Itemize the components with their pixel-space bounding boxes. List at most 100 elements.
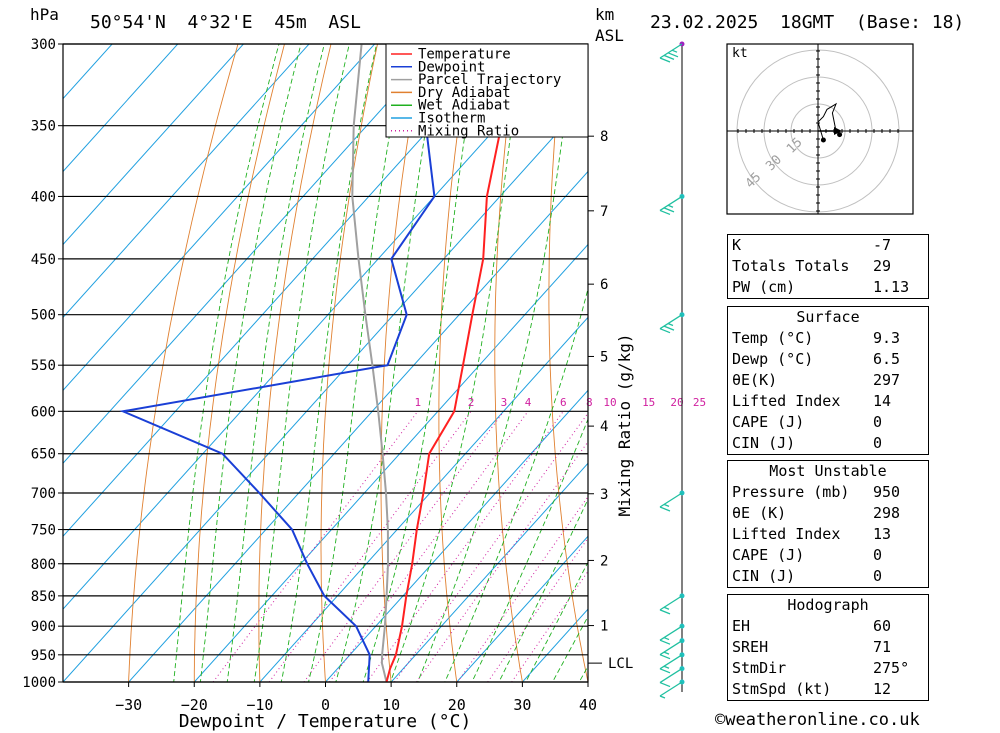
plot-frame (62, 43, 589, 683)
pressure-tick-label: 1000 (22, 675, 56, 691)
wet-adiabat-line (362, 44, 480, 682)
surface-temp-label: Temp (°C) (732, 329, 814, 347)
mixing-ratio-line (415, 440, 588, 682)
surface-li-label: Lifted Index (732, 392, 841, 410)
x-tick-label: 20 (448, 696, 466, 714)
isotherm-line (390, 462, 588, 682)
pressure-tick-label: 300 (31, 37, 56, 53)
temperature-line (385, 44, 534, 682)
legend-label: Isotherm (418, 111, 485, 127)
pressure-tick-label: 700 (31, 486, 56, 502)
pressure-tick-label: 600 (31, 404, 56, 420)
x-tick-label: 10 (382, 696, 400, 714)
location-label: 50°54'N 4°32'E 45m ASL (90, 12, 361, 33)
x-tick-label: −30 (115, 696, 142, 714)
dry-adiabat-line (128, 44, 239, 682)
surface-cin-value: 0 (873, 434, 883, 452)
km-tick-label: 1 (600, 619, 608, 635)
wind-barb (659, 492, 683, 512)
pw-value: 1.13 (873, 278, 910, 296)
mu-cape-label: CAPE (J) (732, 546, 805, 564)
legend-label: Temperature (418, 47, 511, 63)
legend-label: Wet Adiabat (418, 98, 511, 114)
mixing-ratio-axis-title: Mixing Ratio (g/kg) (615, 333, 634, 516)
wind-barb (659, 681, 683, 699)
mu-li-label: Lifted Index (732, 525, 841, 543)
most-unstable-table: Most Unstable Pressure (mb) 950 θE (K) 298… (727, 460, 929, 588)
wet-adiabat-line (471, 418, 588, 682)
mixing-ratio-line (329, 411, 529, 682)
wind-barb (659, 640, 683, 660)
mixing-ratio-label: 3 (501, 396, 508, 409)
isotherm-line (63, 44, 310, 319)
legend-label: Dry Adiabat (418, 85, 511, 101)
mixing-ratio-line (303, 411, 505, 682)
pressure-tick-label: 850 (31, 589, 56, 605)
dry-adiabat-line (320, 44, 378, 682)
km-unit-label: km (595, 5, 614, 24)
mixing-ratio-label: 25 (693, 396, 706, 409)
dewpoint-line (119, 44, 461, 682)
isotherm-line (63, 44, 245, 246)
surface-cape-label: CAPE (J) (732, 413, 805, 431)
wind-barb (659, 195, 683, 216)
pressure-tick-label: 500 (31, 308, 56, 324)
surface-table: Surface Temp (°C) 9.3 Dewp (°C) 6.5 θE(K) 2… (727, 306, 929, 455)
wind-barb (659, 43, 683, 63)
copyright-link[interactable]: ©weatheronline.co.uk (715, 710, 920, 730)
legend-label: Dewpoint (418, 59, 485, 75)
mu-theta-value: 298 (873, 504, 901, 522)
isotherm-line (63, 44, 441, 465)
pressure-tick-label: 800 (31, 557, 56, 573)
wet-adiabat-line (444, 287, 588, 682)
mu-li-value: 13 (873, 525, 892, 543)
dry-adiabat-line (193, 44, 285, 682)
wet-adiabat-line (390, 44, 524, 682)
dry-adiabat-line (933, 7, 1000, 708)
wind-barb (659, 654, 683, 674)
mixing-ratio-label: 4 (525, 396, 532, 409)
pressure-tick-label: 650 (31, 447, 56, 463)
wet-adiabat-line (417, 44, 576, 682)
isotherm-line (63, 44, 376, 392)
surface-cin-label: CIN (J) (732, 434, 796, 452)
k-index-value: -7 (873, 236, 892, 254)
mu-cin-label: CIN (J) (732, 567, 796, 585)
totals-label: Totals Totals (732, 257, 850, 275)
datetime-label: 23.02.2025 18GMT (Base: 18) (650, 12, 964, 33)
isotherm-line (128, 170, 588, 682)
isotherm-line (63, 44, 113, 100)
km-tick-label: 5 (600, 349, 608, 365)
km-tick-label: 8 (600, 129, 608, 145)
mixing-ratio-line (394, 412, 588, 682)
hodograph-start-dot (820, 137, 826, 143)
mixing-ratio-label: 20 (670, 396, 683, 409)
parcel-trajectory-line (351, 44, 390, 682)
dry-adiabat-line (978, 7, 1000, 708)
x-axis-title: Dewpoint / Temperature (°C) (179, 711, 472, 732)
stmspd-label: StmSpd (kt) (732, 680, 832, 698)
wind-barb (659, 625, 683, 645)
pw-label: PW (cm) (732, 278, 796, 296)
sreh-value: 71 (873, 638, 892, 656)
surface-temp-value: 9.3 (873, 329, 901, 347)
pressure-unit-label: hPa (30, 5, 59, 24)
dry-adiabat-line (380, 44, 425, 682)
mu-pressure-value: 950 (873, 483, 901, 501)
hodograph-table-title: Hodograph (787, 596, 869, 614)
surface-li-value: 14 (873, 392, 892, 410)
surface-cape-value: 0 (873, 413, 883, 431)
mixing-ratio-label: 2 (468, 396, 475, 409)
isotherm-line (193, 243, 588, 682)
x-tick-label: −10 (246, 696, 273, 714)
surface-title: Surface (796, 308, 860, 326)
mixing-ratio-label: 10 (603, 396, 616, 409)
eh-value: 60 (873, 617, 892, 635)
eh-label: EH (732, 617, 751, 635)
wet-adiabat-line (226, 44, 325, 682)
pressure-tick-label: 450 (31, 252, 56, 268)
km-tick-label: 3 (600, 487, 608, 503)
